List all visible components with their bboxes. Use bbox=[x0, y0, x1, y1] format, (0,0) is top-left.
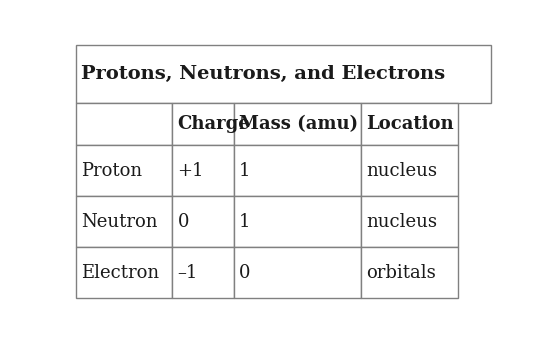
Text: Charge: Charge bbox=[178, 115, 251, 133]
Text: Proton: Proton bbox=[81, 162, 142, 180]
Bar bbox=[76, 103, 173, 145]
Bar bbox=[234, 145, 361, 196]
Text: 1: 1 bbox=[239, 162, 251, 180]
Text: +1: +1 bbox=[178, 162, 204, 180]
Bar bbox=[361, 145, 458, 196]
Bar bbox=[361, 103, 458, 145]
Bar bbox=[234, 103, 361, 145]
Text: 0: 0 bbox=[178, 213, 189, 231]
Bar bbox=[361, 248, 458, 299]
Bar bbox=[173, 248, 234, 299]
Text: –1: –1 bbox=[178, 264, 198, 282]
Bar bbox=[76, 196, 173, 248]
Text: Electron: Electron bbox=[81, 264, 159, 282]
Text: nucleus: nucleus bbox=[366, 213, 437, 231]
Bar bbox=[76, 45, 491, 103]
Bar bbox=[173, 196, 234, 248]
Text: Protons, Neutrons, and Electrons: Protons, Neutrons, and Electrons bbox=[81, 65, 445, 83]
Text: Neutron: Neutron bbox=[81, 213, 157, 231]
Bar bbox=[234, 196, 361, 248]
Bar bbox=[173, 145, 234, 196]
Text: Location: Location bbox=[366, 115, 453, 133]
Text: orbitals: orbitals bbox=[366, 264, 436, 282]
Bar bbox=[76, 248, 173, 299]
Bar bbox=[76, 145, 173, 196]
Text: Mass (amu): Mass (amu) bbox=[239, 115, 358, 133]
Bar bbox=[173, 103, 234, 145]
Bar bbox=[361, 196, 458, 248]
Text: 1: 1 bbox=[239, 213, 251, 231]
Text: nucleus: nucleus bbox=[366, 162, 437, 180]
Bar bbox=[234, 248, 361, 299]
Text: 0: 0 bbox=[239, 264, 251, 282]
